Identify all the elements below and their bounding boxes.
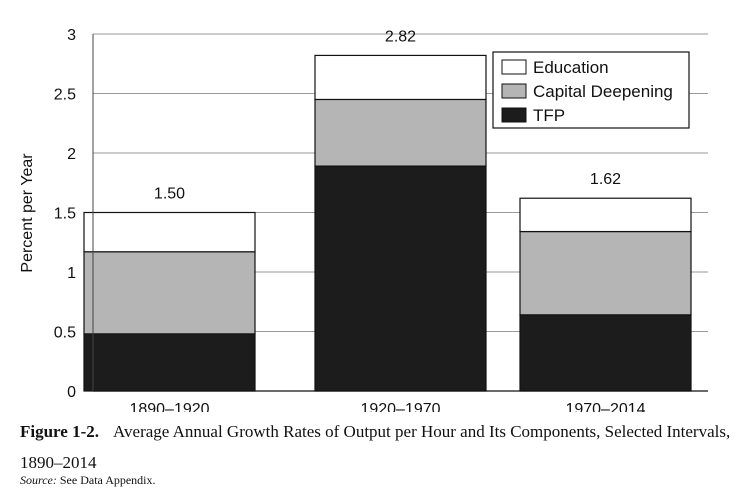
y-tick-label: 0 [67,384,76,401]
y-axis-label: Percent per Year [19,153,36,273]
x-tick-label: 1920–1970 [360,401,440,412]
bars [83,54,692,392]
bar-total-label: 1.50 [154,186,185,203]
figure-caption: Figure 1-2. Average Annual Growth Rates o… [20,416,732,478]
legend: Education Capital Deepening TFP [492,51,690,129]
legend-label: TFP [533,106,565,125]
source-label: Source: [20,473,57,487]
figure-label: Figure 1-2. [20,422,100,441]
y-tick-label: 2.5 [54,87,76,104]
source-text: See Data Appendix. [56,473,156,487]
bar-segment-tfp [519,314,692,392]
bar-total-label: 1.62 [590,171,621,188]
bar-total-label: 2.82 [385,28,416,45]
bar-segment-capital-deepening [314,98,487,167]
legend-label: Education [533,58,609,77]
legend-swatch [501,59,527,75]
y-tick-label: 1.5 [54,206,76,223]
bar-segment-tfp [314,165,487,392]
y-tick-labels: 0 0.5 1 1.5 2 2.5 3 [54,27,76,401]
x-tick-label: 1890–1920 [129,401,209,412]
bar-segment-education [314,54,487,101]
x-tick-labels: 1890–1920 1920–1970 1970–2014 [129,401,645,412]
bar-segment-capital-deepening [519,230,692,316]
y-tick-label: 2 [67,146,76,163]
x-tick-label: 1970–2014 [565,401,645,412]
figure-caption-text: Average Annual Growth Rates of Output pe… [20,422,731,472]
source-note: Source: See Data Appendix. [20,473,156,488]
bar-segment-education [519,197,692,233]
stacked-bar-chart: 0 0.5 1 1.5 2 2.5 3 1890–1920 1920–1970 1970–201… [19,27,708,412]
axes [92,34,708,392]
bar-total-labels: 1.50 2.82 1.62 [154,28,621,202]
bar-segment-capital-deepening [83,251,256,335]
y-tick-label: 0.5 [54,325,76,342]
legend-swatch [501,107,527,123]
bar-segment-education [83,211,256,253]
y-tick-label: 3 [67,27,76,44]
legend-label: Capital Deepening [533,82,673,101]
bar-segment-tfp [83,333,256,392]
y-tick-label: 1 [67,265,76,282]
legend-swatch [501,83,527,99]
